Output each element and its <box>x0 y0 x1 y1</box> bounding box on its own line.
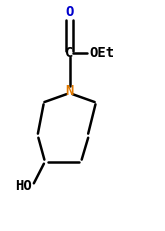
Text: O: O <box>65 4 74 18</box>
Text: C: C <box>65 46 74 61</box>
Text: HO: HO <box>15 179 31 193</box>
Text: N: N <box>65 84 74 98</box>
Text: OEt: OEt <box>89 46 114 61</box>
